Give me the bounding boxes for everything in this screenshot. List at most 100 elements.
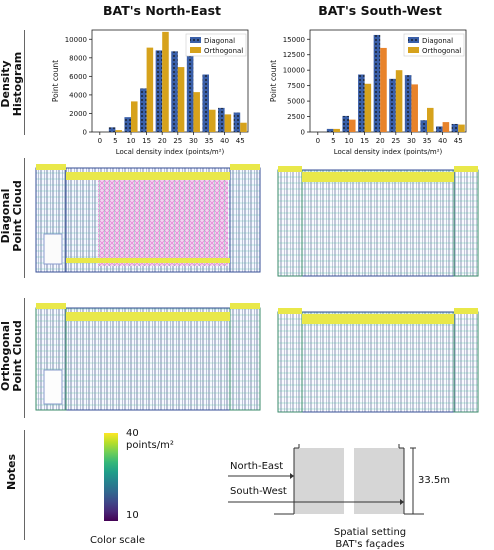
diagonal-point-cloud-ne-image (35, 164, 261, 273)
y-tick-label: 15000 (283, 36, 305, 44)
x-tick-label: 40 (438, 137, 447, 145)
color-scale-max: 40 (126, 428, 139, 439)
south-west-label: South-West (230, 486, 287, 497)
legend: Diagonal Orthogonal (403, 33, 465, 57)
y-tick-label: 12500 (283, 51, 305, 59)
bar-diagonal (373, 34, 381, 133)
row-label-notes-text: Notes (5, 453, 18, 491)
x-tick-label: 5 (113, 137, 117, 145)
bar-orthogonal (115, 130, 122, 132)
row-label-density-line2: Histogram (11, 51, 24, 117)
bar-orthogonal (162, 31, 169, 132)
bar-orthogonal (131, 101, 138, 132)
x-tick-label: 15 (360, 137, 369, 145)
bar-diagonal (186, 43, 194, 132)
bar-diagonal (124, 117, 131, 132)
y-tick-label: 2500 (287, 113, 305, 121)
y-tick-label: 0 (83, 129, 87, 137)
legend-swatch (408, 47, 419, 53)
y-tick-label: 0 (301, 129, 305, 137)
histogram-south-west: 0 2500 5000 7500 10000 12500 15000 0 5 10 15 20 25 30… (269, 29, 467, 156)
legend-label: Diagonal (204, 37, 235, 45)
x-tick-label: 20 (158, 137, 167, 145)
y-tick-label: 6000 (69, 73, 87, 81)
legend-label: Orthogonal (422, 47, 461, 55)
height-label: 33.5m (418, 475, 451, 486)
bar-diagonal (389, 78, 396, 132)
x-tick-label: 20 (376, 137, 385, 145)
x-axis-label: Local density index (points/m²) (116, 148, 225, 156)
bar-orthogonal (146, 47, 154, 132)
row-label-orthogonal-line2: Point Cloud (11, 320, 24, 392)
bar-orthogonal (193, 92, 200, 132)
bar-orthogonal (395, 70, 403, 132)
x-tick-label: 25 (173, 137, 182, 145)
row-label-orthogonal: Orthogonal Point Cloud (0, 296, 24, 416)
bar-orthogonal (380, 47, 387, 132)
bar-orthogonal (427, 107, 434, 132)
legend: Diagonal Orthogonal (185, 33, 247, 57)
diagonal-point-cloud-south-west (272, 162, 484, 280)
bar-diagonal (233, 112, 241, 132)
bar-diagonal (202, 74, 209, 132)
bar-orthogonal (411, 84, 418, 132)
x-tick-label: 30 (407, 137, 416, 145)
bar-diagonal (155, 50, 163, 132)
row-label-diagonal-line2: Point Cloud (11, 180, 24, 252)
x-tick-label: 10 (345, 137, 354, 145)
legend-swatch (408, 37, 419, 43)
building-block-left (294, 448, 344, 514)
x-tick-label: 35 (205, 137, 214, 145)
spatial-setting-diagram (228, 444, 424, 515)
x-tick-label: 30 (189, 137, 198, 145)
histogram-north-east: 0 2000 4000 6000 8000 10000 0 5 10 15 20 25 30 35 40 45… (51, 29, 249, 156)
building-block-right (354, 448, 404, 514)
x-tick-label: 25 (391, 137, 400, 145)
bar-diagonal (451, 123, 459, 132)
plot-frame (91, 29, 249, 133)
bar-diagonal (342, 115, 349, 132)
y-tick-label: 10000 (283, 67, 305, 75)
legend-label: Orthogonal (204, 47, 243, 55)
bar-diagonal (420, 120, 427, 132)
north-east-label: North-East (230, 461, 284, 472)
row-label-diagonal: Diagonal Point Cloud (0, 156, 24, 276)
y-tick-label: 2000 (69, 110, 87, 118)
legend-label: Diagonal (422, 37, 453, 45)
x-tick-label: 40 (220, 137, 229, 145)
bar-diagonal (108, 127, 116, 132)
color-scale-unit: points/m² (126, 440, 174, 451)
y-tick-label: 5000 (287, 98, 305, 106)
y-tick-label: 4000 (69, 91, 87, 99)
y-tick-label: 7500 (287, 82, 305, 90)
diagonal-point-cloud-sw-image (277, 166, 479, 277)
row-divider-diagonal (24, 158, 25, 278)
bar-orthogonal (442, 122, 450, 132)
row-divider-orthogonal (24, 298, 25, 418)
bar-orthogonal (349, 119, 356, 132)
legend-swatch (190, 47, 201, 53)
y-tick-label: 8000 (69, 54, 87, 62)
row-divider-density (24, 30, 25, 135)
row-label-notes: Notes (5, 412, 18, 532)
bar-orthogonal (177, 67, 185, 132)
x-axis-label: Local density index (points/m²) (334, 148, 443, 156)
y-axis-label: Point count (51, 60, 60, 102)
color-scale-caption: Color scale (90, 535, 146, 546)
color-scale-min: 10 (126, 510, 139, 521)
x-tick-label: 0 (316, 137, 320, 145)
bar-orthogonal (240, 122, 247, 132)
x-tick-label: 0 (98, 137, 102, 145)
x-tick-label: 5 (331, 137, 335, 145)
bar-diagonal (218, 107, 225, 132)
diagonal-point-cloud-north-east (32, 158, 264, 276)
x-tick-label: 10 (127, 137, 136, 145)
x-tick-label: 15 (142, 137, 151, 145)
x-tick-label: 45 (236, 137, 245, 145)
bar-diagonal (436, 126, 443, 132)
spatial-setting-caption-2: BAT's façades (335, 539, 405, 550)
orthogonal-point-cloud-sw-image (277, 308, 479, 413)
row-divider-notes (24, 430, 25, 540)
orthogonal-point-cloud-south-west (272, 304, 484, 418)
plot-frame (309, 29, 467, 133)
